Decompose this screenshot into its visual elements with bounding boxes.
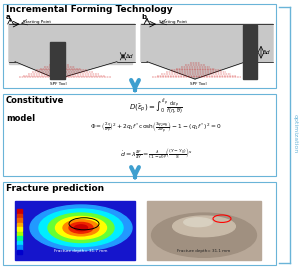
- Ellipse shape: [184, 218, 212, 227]
- Bar: [243, 25, 256, 79]
- Text: SPF Tool: SPF Tool: [50, 82, 67, 86]
- Ellipse shape: [48, 213, 114, 243]
- Text: $\Delta d$: $\Delta d$: [262, 48, 272, 56]
- Bar: [16, 218, 22, 222]
- Ellipse shape: [173, 216, 235, 237]
- Polygon shape: [141, 24, 273, 79]
- Bar: [50, 42, 64, 79]
- Text: SPF Tool: SPF Tool: [190, 82, 206, 86]
- Text: Fracture prediction: Fracture prediction: [6, 184, 104, 193]
- Bar: [16, 232, 22, 236]
- Bar: [16, 214, 22, 218]
- Ellipse shape: [39, 209, 123, 247]
- Bar: [16, 209, 22, 213]
- Text: Fracture depth= 31.1 mm: Fracture depth= 31.1 mm: [177, 249, 231, 253]
- Text: $\Delta d$: $\Delta d$: [124, 52, 134, 60]
- Bar: [147, 201, 261, 260]
- Polygon shape: [9, 59, 132, 64]
- Ellipse shape: [152, 213, 256, 257]
- Ellipse shape: [56, 217, 106, 239]
- Ellipse shape: [30, 205, 132, 251]
- Text: Fracture depth= 31.7 mm: Fracture depth= 31.7 mm: [54, 249, 108, 253]
- Text: $D(\bar{\varepsilon}_p) = \int_0^{\bar{\varepsilon}_p} \frac{\mathrm{d}\varepsil: $D(\bar{\varepsilon}_p) = \int_0^{\bar{\…: [129, 98, 183, 116]
- Text: b: b: [141, 14, 146, 20]
- Bar: [16, 223, 22, 227]
- FancyBboxPatch shape: [3, 4, 276, 88]
- Polygon shape: [9, 24, 135, 79]
- FancyBboxPatch shape: [3, 94, 276, 176]
- Text: a: a: [6, 14, 10, 20]
- Bar: [16, 241, 22, 245]
- Text: Incremental Forming Technology: Incremental Forming Technology: [6, 5, 172, 14]
- Bar: [16, 227, 22, 231]
- Bar: [15, 201, 135, 260]
- Text: model: model: [6, 114, 35, 123]
- Text: Starting Point: Starting Point: [22, 20, 50, 24]
- Ellipse shape: [63, 220, 99, 236]
- Ellipse shape: [69, 222, 93, 233]
- Text: optimization: optimization: [293, 114, 298, 154]
- Bar: [16, 236, 22, 240]
- Text: Constitutive: Constitutive: [6, 96, 64, 106]
- Text: $\Phi = \left(\frac{\Sigma_q}{\sigma_p}\right)^2 + 2q_1 f^* \cosh\!\left(\frac{3: $\Phi = \left(\frac{\Sigma_q}{\sigma_p}\…: [90, 121, 222, 136]
- Text: $\dot{d} = \lambda \frac{\partial F}{\partial Y} = \frac{\lambda}{(1-d)^{\beta}}: $\dot{d} = \lambda \frac{\partial F}{\pa…: [120, 147, 192, 161]
- Bar: [16, 250, 22, 254]
- FancyBboxPatch shape: [3, 182, 276, 265]
- Bar: [16, 245, 22, 250]
- Text: Starting Point: Starting Point: [159, 20, 187, 24]
- Ellipse shape: [74, 225, 88, 231]
